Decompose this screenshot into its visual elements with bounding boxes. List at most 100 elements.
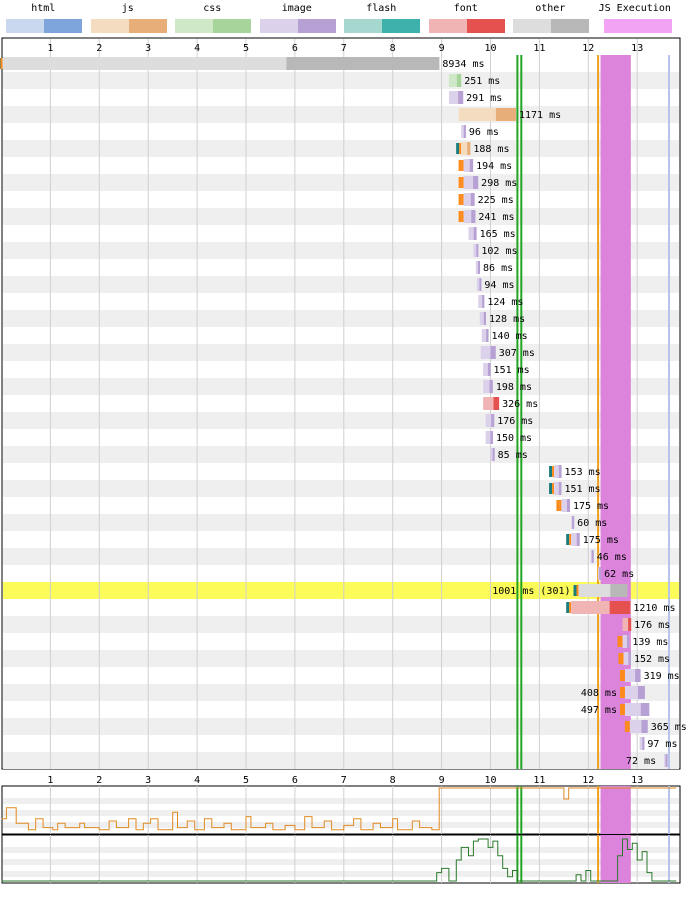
x-tick-label-bottom: 4 [194,775,200,786]
request-connect-segment [461,194,464,205]
request-bar-download [628,618,632,631]
request-bar-wait [622,618,632,631]
row-stripe [3,684,679,701]
request-connect-segment [461,177,464,188]
x-tick-label-bottom: 9 [439,775,445,786]
request-bar-download [471,210,476,223]
x-tick-label-top: 7 [341,43,347,54]
request-connect-segment [552,483,555,494]
row-stripe [3,208,679,225]
request-bar-download [487,363,491,376]
highlight-row [3,582,679,599]
legend-label: css [203,3,222,14]
x-tick-label-top: 11 [533,43,545,54]
request-duration-label: 86 ms [483,263,513,274]
request-duration-label: 326 ms [502,399,538,410]
legend-swatch [344,19,382,33]
request-connect-segment [622,670,625,681]
request-duration-label: 298 ms [481,178,517,189]
legend-swatch [551,19,589,33]
request-bar-download [558,465,562,478]
row-stripe [3,718,679,735]
request-duration-label: 176 ms [634,620,670,631]
bandwidth-panel-stripe [3,847,679,853]
request-duration-label: 140 ms [492,331,528,342]
cpu-panel-stripe [3,810,679,816]
request-bar-download [479,278,482,291]
request-bar-wait [461,142,471,155]
request-duration-label: 62 ms [604,569,634,580]
request-connect-segment [569,602,572,613]
request-bar-wait [479,312,487,325]
row-stripe [3,276,679,293]
legend-item-font: font [425,0,508,36]
request-connect-segment [627,721,630,732]
request-bar-download [626,635,630,648]
request-duration-label: 128 ms [489,314,525,325]
request-pre-segment [458,211,462,222]
request-connect-segment [622,704,625,715]
request-bar-download [609,601,631,614]
request-bar-download [489,380,493,393]
x-tick-label-top: 2 [96,43,102,54]
request-bar-download [572,516,575,529]
request-bar-wait [463,210,476,223]
x-tick-label-bottom: 11 [533,775,545,786]
request-duration-label: 151 ms [494,365,530,376]
request-pre-segment [617,636,621,647]
legend-item-js: js [87,0,170,36]
request-duration-label: 102 ms [481,246,517,257]
request-bar-wait [490,448,495,461]
request-duration-label: 153 ms [565,467,601,478]
request-pre-segment [458,177,462,188]
request-bar-wait [639,737,645,750]
request-duration-label: 152 ms [634,654,670,665]
row-stripe [3,446,679,463]
request-pre-segment [619,687,623,698]
row-stripe [3,616,679,633]
legend-swatch [6,19,44,33]
request-duration-label: 96 ms [469,127,499,138]
request-bar-wait [483,363,491,376]
row-stripe [3,344,679,361]
request-connect-segment [552,466,555,477]
request-bar-download [490,431,493,444]
request-bar-download [490,346,496,359]
request-pre-segment [619,704,623,715]
request-duration-label: 188 ms [473,144,509,155]
request-duration-label: 1210 ms [633,603,675,614]
row-stripe [3,412,679,429]
row-stripe [3,140,679,157]
legend-item-html: html [2,0,85,36]
legend-swatch [213,19,251,33]
request-duration-label: 408 ms [581,688,617,699]
request-bar-wait [478,295,485,308]
x-tick-label-top: 10 [484,43,496,54]
legend-swatch [603,19,672,33]
bandwidth-panel-stripe [3,871,679,877]
request-pre-segment [566,534,570,545]
request-bar-download [473,227,477,240]
request-bar-wait [485,431,493,444]
request-duration-label: 175 ms [573,501,609,512]
request-pre-segment [573,585,577,596]
request-bar-wait [561,499,570,512]
row-stripe [3,514,679,531]
request-bar-download [467,142,471,155]
request-pre-segment [619,670,623,681]
request-duration-label: 319 ms [644,671,680,682]
row-stripe [3,106,679,123]
request-bar-download [478,261,481,274]
x-tick-label-bottom: 12 [582,775,594,786]
request-pre-segment [566,602,570,613]
legend-item-image: image [256,0,339,36]
request-duration-label: 291 ms [466,93,502,104]
request-duration-label: 175 ms [583,535,619,546]
request-bar-download [483,312,487,325]
cpu-panel-stripe [3,798,679,804]
request-bar-download [486,329,489,342]
request-pre-segment [549,466,553,477]
request-pre-segment [458,194,462,205]
request-duration-label: 151 ms [564,484,600,495]
request-bar-download [469,159,474,172]
